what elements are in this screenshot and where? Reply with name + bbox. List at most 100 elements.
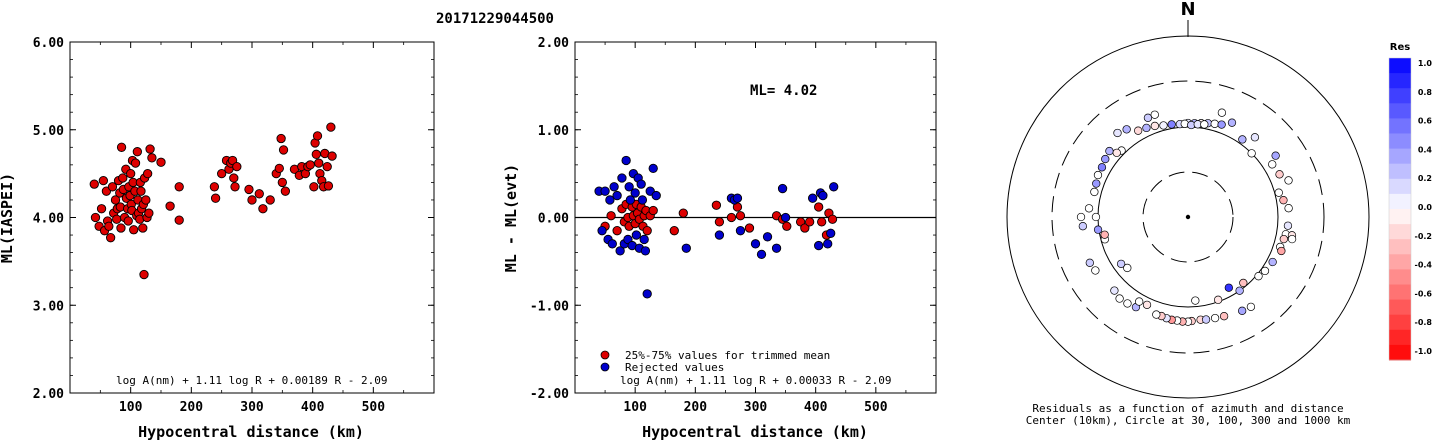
- polar-point: [1277, 246, 1286, 256]
- panel1-xtick-label: 100: [119, 400, 143, 415]
- color-scale-band: [1389, 193, 1411, 210]
- panel1-point-series0: [274, 163, 284, 174]
- panel1-ytick-label: 4.00: [33, 212, 64, 227]
- panel2-xtick-label: 400: [804, 400, 828, 415]
- color-scale-band: [1389, 148, 1411, 165]
- polar-point: [1091, 266, 1100, 275]
- polar-point: [1235, 286, 1244, 295]
- polar-point: [1219, 312, 1229, 321]
- ring-1000km: [1006, 35, 1370, 399]
- polar-point: [1142, 300, 1152, 309]
- polar-point: [1105, 146, 1114, 156]
- panel2-point-series1: [777, 183, 788, 194]
- color-scale-label: 0.6: [1418, 117, 1433, 126]
- center-dot: [1185, 214, 1191, 220]
- panel2-point-series1: [771, 243, 782, 253]
- color-scale-band: [1389, 178, 1411, 195]
- panel2-ytick-label: -2.00: [530, 387, 569, 402]
- polar-point: [1123, 263, 1132, 273]
- ml-vs-distance-panel: log A(nm) + 1.11 log R + 0.00189 R - 2.0…: [0, 36, 435, 441]
- residual-vs-distance-panel: ML= 4.02 25%-75% values for trimmed mean…: [502, 36, 937, 441]
- color-scale-band: [1389, 239, 1411, 255]
- panel1-point-series0: [276, 133, 286, 144]
- panel2-point-series0: [669, 226, 679, 236]
- color-scale-band: [1389, 254, 1411, 270]
- polar-point: [1110, 286, 1119, 295]
- panel2-ytick-label: 2.00: [538, 36, 569, 51]
- panel1-point-series0: [309, 182, 319, 192]
- panel1-point-series0: [174, 215, 184, 225]
- panel2-point-series0: [800, 223, 810, 233]
- panel2-point-series1: [597, 226, 607, 236]
- panel1-point-series0: [136, 186, 146, 196]
- polar-point: [1275, 170, 1284, 179]
- polar-point: [1279, 196, 1288, 205]
- color-scale-label: 0.4: [1418, 145, 1433, 154]
- polar-point: [1084, 204, 1094, 213]
- color-scale-band: [1389, 133, 1411, 150]
- color-scale-label: -0.6: [1415, 289, 1433, 298]
- polar-point: [1284, 176, 1293, 185]
- panel1-point-series0: [247, 195, 257, 205]
- polar-point: [1224, 283, 1233, 292]
- polar-point: [1085, 258, 1094, 267]
- panel2-point-series1: [631, 230, 642, 240]
- panel1-point-series0: [105, 233, 116, 243]
- panel1-point-series0: [147, 153, 157, 163]
- polar-point: [1284, 204, 1293, 213]
- polar-point: [1254, 272, 1263, 281]
- legend-marker-trimmed: [600, 350, 610, 360]
- panel1-point-series0: [278, 145, 289, 155]
- polar-point: [1200, 120, 1209, 129]
- panel1-formula: log A(nm) + 1.11 log R + 0.00189 R - 2.0…: [116, 374, 388, 387]
- panel1-point-series0: [254, 189, 264, 199]
- panel1-point-series0: [98, 175, 109, 186]
- panel1-point-series0: [326, 122, 336, 132]
- panel1-point-series0: [165, 201, 175, 211]
- polar-point: [1246, 302, 1256, 311]
- color-scale-label: 1.0: [1418, 59, 1433, 68]
- panel1-point-series0: [116, 142, 127, 152]
- polar-point: [1122, 125, 1131, 134]
- panel2-point-series0: [642, 226, 652, 236]
- polar-point: [1123, 299, 1132, 308]
- panel2-legend: 25%-75% values for trimmed mean Rejected…: [600, 349, 830, 374]
- panel1-point-series0: [314, 158, 324, 168]
- panel2-point-series0: [744, 223, 755, 233]
- panel2-point-series0: [735, 211, 746, 221]
- panel2-point-series1: [826, 228, 836, 238]
- panel2-point-series1: [605, 195, 615, 205]
- panel1-point-series0: [145, 144, 155, 154]
- panel1-ytick-label: 3.00: [33, 299, 64, 314]
- panel2-point-series1: [624, 182, 634, 192]
- panel2-ml-annotation: ML= 4.02: [750, 83, 817, 99]
- panel2-point-series0: [814, 202, 824, 212]
- polar-point: [1260, 266, 1270, 276]
- polar-point: [1116, 259, 1126, 268]
- color-scale-band: [1389, 103, 1411, 119]
- polar-point: [1093, 170, 1103, 180]
- panel2-ytick-label: 0.00: [538, 212, 569, 227]
- panel1-point-series0: [229, 173, 239, 183]
- panel2-point-series0: [678, 208, 688, 218]
- color-scale-title: Res: [1390, 42, 1410, 53]
- polar-point: [1227, 118, 1237, 127]
- panel1-point-series0: [116, 223, 126, 233]
- panel2-point-series1: [714, 230, 725, 240]
- polar-point: [1093, 225, 1103, 234]
- polar-point: [1113, 128, 1122, 138]
- panel1-point-series0: [277, 177, 287, 188]
- ring-300km: [1051, 80, 1325, 354]
- color-scale-label: 0.8: [1418, 88, 1433, 97]
- panel1-xtick-label: 500: [362, 400, 386, 415]
- panel1-point-series0: [112, 214, 122, 224]
- polar-point: [1115, 294, 1124, 303]
- panel1-point-series0: [89, 179, 99, 189]
- panel2-point-series1: [780, 212, 791, 223]
- panel2-point-series0: [612, 226, 622, 236]
- polar-point: [1210, 313, 1220, 323]
- color-scale-band: [1389, 344, 1411, 361]
- panel1-ylabel: ML(IASPEI): [0, 173, 16, 263]
- polar-point: [1134, 126, 1143, 135]
